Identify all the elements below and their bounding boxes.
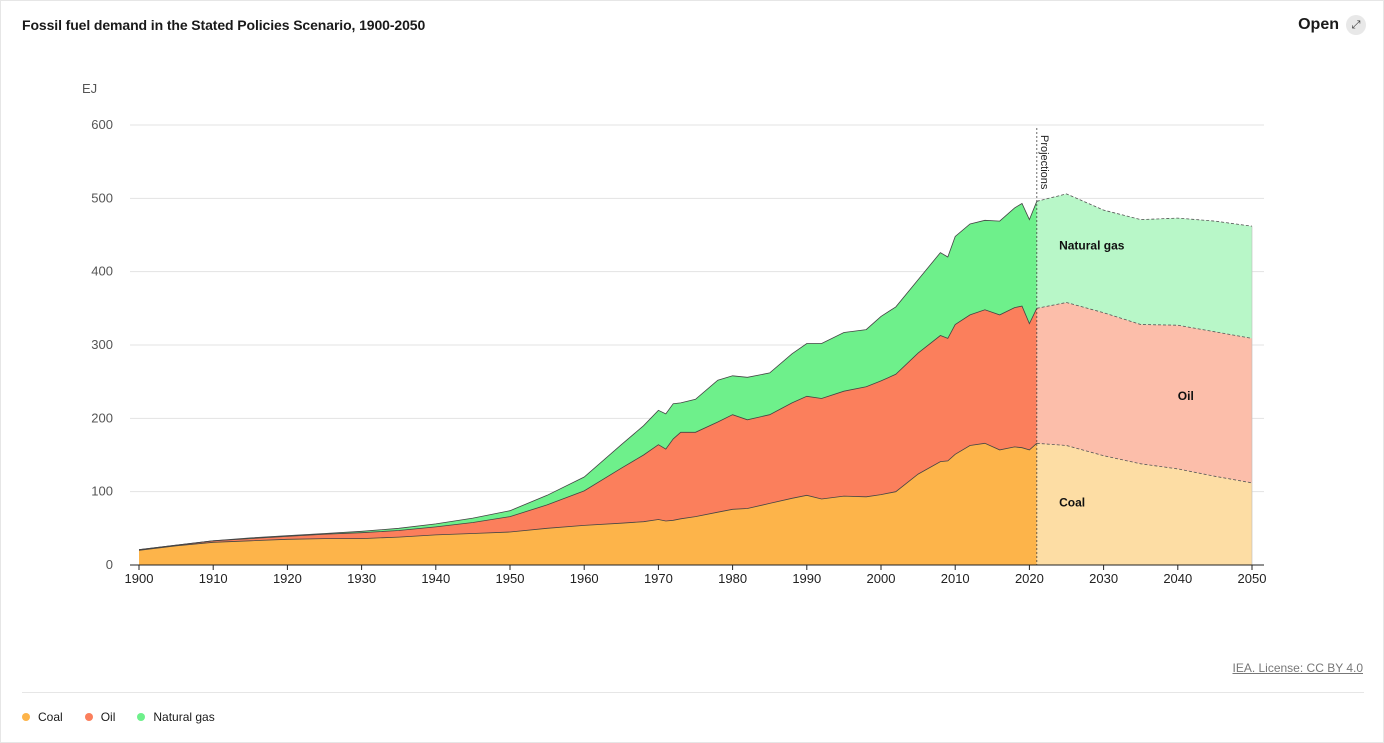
x-tick-label: 1910 [199,571,228,586]
oil-line-historical [138,305,1038,550]
x-tick-label: 1920 [273,571,302,586]
y-tick-label: 200 [91,410,113,425]
oil-line-projection [1036,302,1253,339]
legend-item-oil[interactable]: Oil [84,710,116,724]
x-tick-label: 2030 [1089,571,1118,586]
natural-gas-legend-dot [137,713,146,721]
y-tick-label: 500 [91,190,113,205]
x-tick-label: 1980 [718,571,747,586]
legend-divider [22,692,1364,693]
legend: Coal Oil Natural gas [22,710,215,724]
oil-area-historical [139,306,1037,551]
x-tick-label: 1970 [644,571,673,586]
x-tick-label: 1990 [792,571,821,586]
x-tick-label: 1940 [421,571,450,586]
oil-series-label: Oil [1178,389,1194,403]
natural-gas-series-label: Natural gas [1059,239,1125,253]
y-tick-label: 600 [91,117,113,132]
x-tick-label: 2010 [941,571,970,586]
oil-legend-dot [84,713,93,721]
x-tick-label: 1900 [125,571,154,586]
oil-area-projection [1036,302,1252,483]
x-tick-label: 1930 [347,571,376,586]
y-tick-label: 100 [91,484,113,499]
x-tick-label: 1950 [496,571,525,586]
natural-gas-area-historical [139,201,1037,550]
open-button[interactable]: Open ⤢ [1298,15,1366,35]
legend-label: Coal [38,710,63,724]
natural-gas-area-projection [1036,193,1252,339]
natural-gas-line-historical [138,201,1038,550]
x-tick-label: 2020 [1015,571,1044,586]
x-tick-label: 1960 [570,571,599,586]
x-tick-label: 2000 [867,571,896,586]
expand-arrow-icon: ⤢ [1346,15,1366,35]
y-axis-label: EJ [82,81,97,96]
coal-area-projection [1036,443,1252,565]
legend-label: Oil [100,710,116,724]
open-label: Open [1298,16,1339,33]
coal-area-historical [139,443,1037,565]
coal-series-label: Coal [1059,495,1085,509]
x-tick-label: 2040 [1163,571,1192,586]
coal-line-historical [138,442,1038,551]
y-tick-label: 0 [106,557,113,572]
x-tick-label: 2050 [1238,571,1267,586]
chart-title: Fossil fuel demand in the Stated Policie… [22,17,426,33]
y-tick-label: 300 [91,337,113,352]
y-tick-label: 400 [91,264,113,279]
coal-line-projection [1036,442,1253,484]
fossil-fuel-area-chart: 0 100 200 300 400 500 600 EJ Projections 1900 1910… [82,81,1267,586]
legend-label: Natural gas [153,710,215,724]
legend-item-coal[interactable]: Coal [22,710,63,724]
projections-label: Projections [1038,135,1050,190]
legend-item-natural-gas[interactable]: Natural gas [137,710,215,724]
coal-legend-dot [22,713,30,721]
license-link[interactable]: IEA. License: CC BY 4.0 [1232,661,1363,675]
natural-gas-line-projection [1036,193,1253,227]
